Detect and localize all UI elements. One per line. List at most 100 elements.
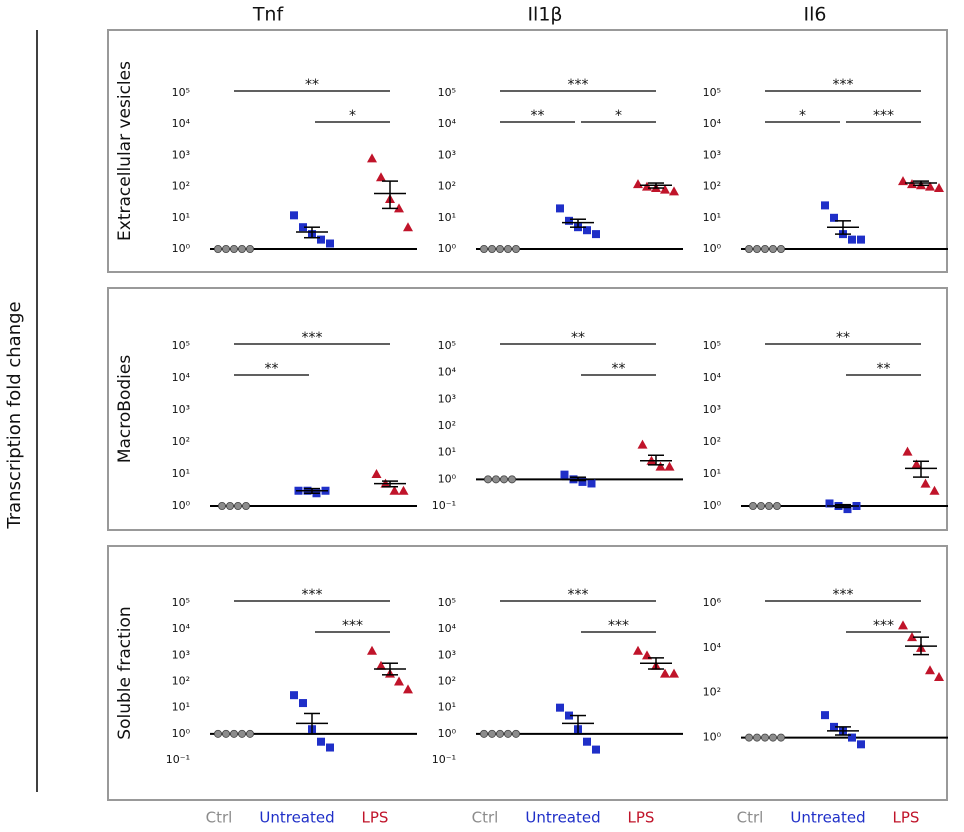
data-point: [317, 235, 325, 244]
x-tick-label: LPS: [362, 809, 389, 827]
y-tick-label: 10⁵: [172, 596, 190, 609]
data-point: [503, 729, 512, 738]
data-point: [483, 475, 492, 484]
data-point: [233, 501, 242, 510]
data-point: [857, 740, 865, 749]
y-tick-label: 10⁰: [703, 242, 722, 255]
y-tick-label: 10⁰: [703, 499, 722, 512]
data-point: [664, 461, 675, 471]
y-tick-label: 10¹: [703, 211, 721, 224]
data-point: [633, 645, 643, 655]
data-point: [578, 477, 587, 486]
data-point: [245, 244, 254, 253]
y-tick-label: 10²: [438, 675, 456, 688]
data-point: [326, 239, 334, 248]
y-tick-label: 10³: [703, 148, 721, 161]
data-point: [655, 461, 666, 471]
y-tick-label: 10³: [438, 648, 456, 661]
y-tick-label: 10³: [438, 148, 456, 161]
data-point: [761, 244, 770, 253]
data-point: [825, 499, 834, 508]
y-tick-label: 10⁴: [438, 366, 457, 379]
y-tick-label: 10²: [703, 686, 721, 699]
y-tick-label: 10⁵: [438, 86, 456, 99]
data-point: [592, 230, 600, 239]
x-tick-label: Untreated: [525, 809, 600, 827]
y-tick-label: 10⁵: [172, 86, 190, 99]
y-tick-label: 10⁴: [172, 117, 191, 130]
y-tick-label: 10²: [172, 180, 190, 193]
row-title: Soluble fraction: [115, 606, 135, 739]
data-point: [491, 475, 500, 484]
y-tick-label: 10⁴: [438, 117, 457, 130]
significance-label: ***: [342, 618, 363, 634]
y-tick-label: 10¹: [438, 446, 456, 459]
data-point: [213, 729, 222, 738]
y-tick-label: 10⁻¹: [166, 753, 190, 766]
data-point: [765, 501, 774, 510]
panel-box: [107, 287, 948, 531]
y-tick-label: 10³: [172, 403, 190, 416]
panel-box: [107, 29, 948, 273]
y-tick-label: 10⁴: [438, 622, 457, 635]
data-point: [326, 743, 334, 752]
significance-label: **: [571, 330, 585, 346]
data-point: [773, 501, 782, 510]
y-tick-label: 10⁰: [172, 499, 191, 512]
significance-label: ***: [302, 330, 323, 346]
y-tick-label: 10³: [703, 403, 721, 416]
y-tick-label: 10²: [172, 675, 190, 688]
data-point: [290, 211, 298, 220]
y-tick-label: 10²: [703, 435, 721, 448]
y-tick-label: 10⁵: [172, 339, 190, 352]
y-tick-label: 10⁰: [172, 727, 191, 740]
x-tick-label: Untreated: [259, 809, 334, 827]
x-tick-label: LPS: [893, 809, 920, 827]
data-point: [745, 733, 754, 742]
data-point: [753, 733, 762, 742]
y-tick-label: 10⁴: [703, 371, 722, 384]
x-tick-label: Ctrl: [737, 809, 764, 827]
y-tick-label: 10⁰: [172, 242, 191, 255]
data-point: [749, 501, 758, 510]
panel-box: [107, 545, 948, 801]
data-point: [669, 186, 679, 196]
data-point: [777, 733, 786, 742]
data-point: [911, 459, 922, 469]
y-tick-label: 10¹: [172, 467, 190, 480]
data-point: [843, 505, 852, 514]
data-point: [633, 179, 643, 189]
data-point: [479, 729, 488, 738]
data-point: [637, 439, 648, 449]
y-tick-label: 10⁰: [438, 727, 457, 740]
data-point: [389, 485, 400, 495]
data-point: [669, 668, 679, 678]
data-point: [229, 244, 238, 253]
data-point: [830, 722, 838, 731]
y-tick-label: 10⁴: [703, 117, 722, 130]
significance-label: **: [305, 77, 319, 93]
data-point: [583, 737, 591, 746]
data-point: [241, 501, 250, 510]
data-point: [556, 204, 564, 213]
data-point: [821, 711, 829, 720]
significance-label: *: [349, 108, 356, 124]
data-point: [934, 672, 944, 682]
data-point: [925, 181, 935, 191]
y-axis-label: Transcription fold change: [4, 301, 25, 529]
y-tick-label: 10¹: [172, 211, 190, 224]
data-point: [920, 478, 931, 488]
row-title: MacroBodies: [115, 355, 135, 463]
significance-label: *: [799, 108, 806, 124]
data-point: [902, 446, 913, 456]
y-tick-label: 10³: [438, 392, 456, 405]
y-tick-label: 10²: [703, 180, 721, 193]
y-tick-label: 10¹: [703, 467, 721, 480]
significance-label: ***: [833, 77, 854, 93]
data-point: [217, 501, 226, 510]
data-point: [769, 244, 778, 253]
y-tick-label: 10⁵: [438, 596, 456, 609]
data-point: [495, 729, 504, 738]
data-point: [934, 183, 944, 193]
data-point: [583, 226, 591, 235]
